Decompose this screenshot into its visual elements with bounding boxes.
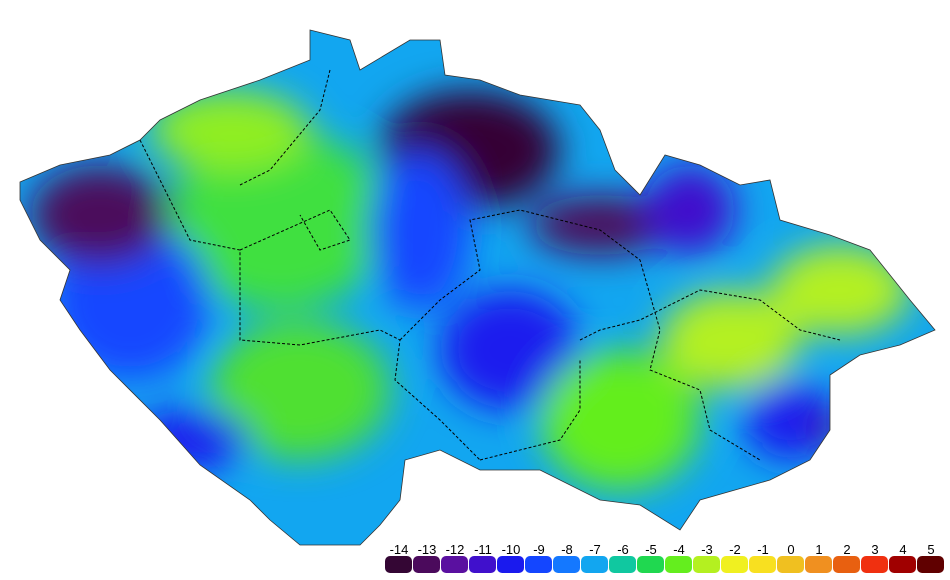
legend-swatch xyxy=(637,556,664,573)
legend-label: -14 xyxy=(390,542,409,557)
legend-swatch xyxy=(917,556,944,573)
legend-swatch xyxy=(441,556,468,573)
legend-label: -4 xyxy=(673,542,685,557)
legend-label: -7 xyxy=(589,542,601,557)
legend-label: -1 xyxy=(757,542,769,557)
legend-label: -10 xyxy=(502,542,521,557)
legend-label: 5 xyxy=(927,542,934,557)
legend-label: 0 xyxy=(787,542,794,557)
legend-swatch xyxy=(553,556,580,573)
legend-label: -5 xyxy=(645,542,657,557)
legend-label: 3 xyxy=(871,542,878,557)
legend-swatch xyxy=(777,556,804,573)
legend-label: -9 xyxy=(533,542,545,557)
legend-swatch xyxy=(889,556,916,573)
legend-label: 2 xyxy=(843,542,850,557)
legend-swatch xyxy=(497,556,524,573)
legend-swatch xyxy=(525,556,552,573)
legend-swatch xyxy=(385,556,412,573)
region-borders xyxy=(139,69,841,461)
legend-swatch xyxy=(749,556,776,573)
legend-swatch xyxy=(413,556,440,573)
legend: -14 -13 -12 -11 -10 -9 -8 -7 -6 -5 -4 -3 -2 -1 0 1 2 3 4 5 xyxy=(385,542,944,573)
legend-swatch xyxy=(665,556,692,573)
legend-swatch xyxy=(693,556,720,573)
legend-label: 4 xyxy=(899,542,906,557)
legend-swatch xyxy=(805,556,832,573)
legend-label: -2 xyxy=(729,542,741,557)
legend-label: 1 xyxy=(815,542,822,557)
legend-swatch xyxy=(721,556,748,573)
legend-label: -11 xyxy=(474,542,492,557)
legend-swatch xyxy=(469,556,496,573)
legend-swatch xyxy=(861,556,888,573)
legend-swatch xyxy=(833,556,860,573)
legend-label: -12 xyxy=(446,542,465,557)
legend-label: -13 xyxy=(418,542,437,557)
legend-label: -3 xyxy=(701,542,713,557)
legend-swatch xyxy=(581,556,608,573)
legend-label: -6 xyxy=(617,542,629,557)
legend-swatch xyxy=(609,556,636,573)
legend-label: -8 xyxy=(561,542,573,557)
